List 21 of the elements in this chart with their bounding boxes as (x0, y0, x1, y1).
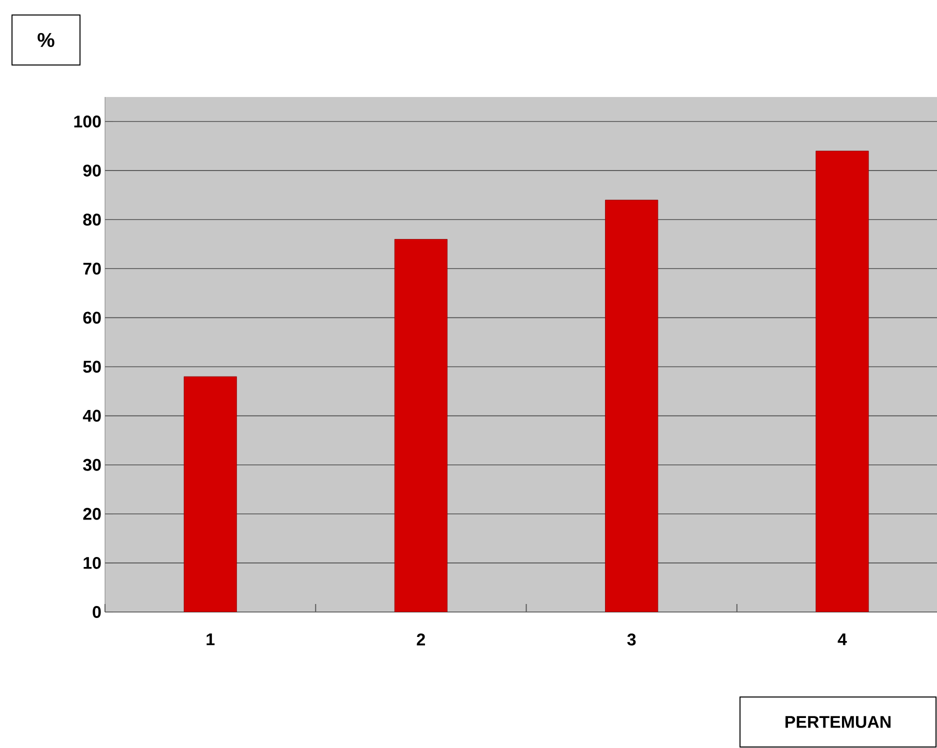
bar (816, 150, 869, 612)
y-axis-title: % (38, 32, 54, 47)
x-tick-label: 2 (416, 634, 425, 646)
x-axis-title: PERTEMUAN (786, 716, 890, 728)
y-tick-label: 0 (92, 606, 101, 618)
x-tick-label: 1 (206, 634, 215, 646)
bar (394, 239, 448, 612)
y-tick-label: 10 (84, 556, 101, 569)
y-tick-label: 70 (83, 262, 101, 275)
y-tick-label: 40 (82, 410, 101, 422)
y-tick-label: 80 (83, 214, 101, 226)
y-tick-label: 60 (83, 312, 101, 324)
y-tick-label: 100 (74, 116, 101, 128)
y-tick-label: 50 (83, 360, 101, 373)
y-tick-label: 30 (83, 458, 101, 471)
x-tick-label: 4 (838, 634, 847, 646)
bar (184, 376, 237, 612)
bar (605, 200, 658, 612)
y-tick-label: 20 (83, 508, 101, 520)
x-tick-label: 3 (627, 634, 636, 646)
y-tick-label: 90 (83, 164, 101, 177)
